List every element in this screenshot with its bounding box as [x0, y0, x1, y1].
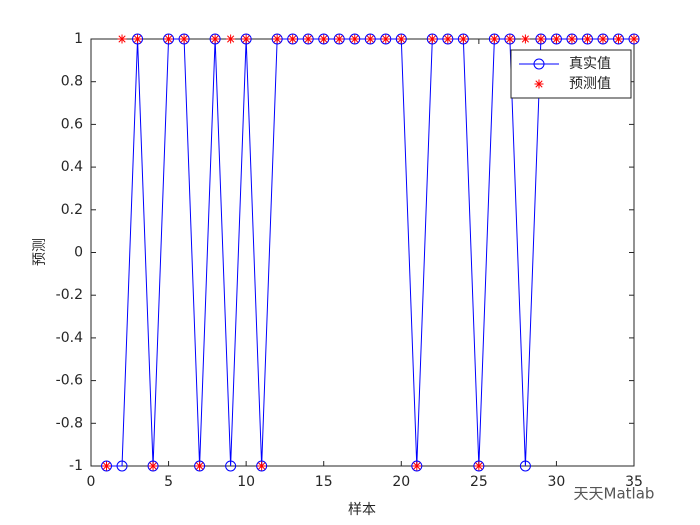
y-tick-label: -0.8	[56, 415, 83, 431]
point	[474, 461, 484, 471]
point	[257, 461, 267, 471]
point	[442, 33, 454, 45]
point	[147, 460, 159, 472]
point	[473, 460, 485, 472]
point	[380, 33, 392, 45]
y-axis-label: 预测	[32, 238, 48, 266]
legend-box	[510, 49, 632, 99]
plot-area	[90, 38, 635, 467]
point	[551, 34, 561, 44]
point	[520, 34, 530, 44]
point	[225, 460, 237, 472]
y-tick-label: 0.2	[61, 202, 83, 218]
point	[457, 33, 469, 45]
point	[427, 34, 437, 44]
x-tick-label: 0	[87, 474, 96, 490]
point	[209, 33, 221, 45]
point	[195, 461, 205, 471]
point	[489, 34, 499, 44]
point	[241, 34, 251, 44]
point	[179, 34, 189, 44]
y-tick-label: -0.4	[56, 330, 83, 346]
point	[395, 33, 407, 45]
point	[194, 460, 206, 472]
point	[504, 33, 516, 45]
point	[628, 33, 640, 45]
point	[350, 34, 360, 44]
point	[412, 461, 422, 471]
point	[163, 33, 175, 45]
legend-label: 真实值	[569, 56, 611, 72]
point	[536, 34, 546, 44]
point	[365, 34, 375, 44]
y-tick-label: -0.2	[56, 287, 83, 303]
point	[271, 33, 283, 45]
point	[598, 34, 608, 44]
y-tick-label: 0	[74, 245, 83, 261]
x-tick-label: 20	[392, 474, 410, 490]
point	[287, 33, 299, 45]
point	[303, 34, 313, 44]
point	[629, 34, 639, 44]
point	[550, 33, 562, 45]
point	[148, 461, 158, 471]
point	[612, 33, 624, 45]
point	[488, 33, 500, 45]
point	[288, 34, 298, 44]
point	[101, 460, 113, 472]
point	[256, 460, 268, 472]
point	[164, 34, 174, 44]
x-tick-label: 35	[625, 474, 643, 490]
point	[505, 34, 515, 44]
point	[581, 33, 593, 45]
x-tick-label: 30	[548, 474, 566, 490]
point	[381, 34, 391, 44]
x-axis-label: 样本	[348, 502, 376, 518]
point	[117, 34, 127, 44]
point	[116, 460, 128, 472]
point	[133, 34, 143, 44]
point	[349, 33, 361, 45]
point	[597, 33, 609, 45]
point	[302, 33, 314, 45]
point	[535, 33, 547, 45]
point	[178, 33, 190, 45]
point	[226, 34, 236, 44]
point	[333, 33, 345, 45]
y-tick-label: -1	[69, 458, 83, 474]
point	[132, 33, 144, 45]
legend-marker	[534, 79, 544, 89]
point	[319, 34, 329, 44]
point	[567, 34, 577, 44]
point	[318, 33, 330, 45]
legend-label: 预测值	[569, 76, 611, 92]
point	[210, 34, 220, 44]
y-tick-label: 0.8	[61, 74, 83, 90]
point	[272, 34, 282, 44]
y-tick-label: -0.6	[56, 373, 83, 389]
point	[396, 34, 406, 44]
x-tick-label: 15	[315, 474, 333, 490]
point	[334, 34, 344, 44]
legend-marker	[533, 58, 545, 70]
y-tick-label: 1	[74, 31, 83, 47]
point	[458, 34, 468, 44]
point	[364, 33, 376, 45]
y-tick-label: 0.6	[61, 116, 83, 132]
point	[443, 34, 453, 44]
point	[102, 461, 112, 471]
point	[411, 460, 423, 472]
point	[426, 33, 438, 45]
point	[613, 34, 623, 44]
watermark: 天天Matlab	[574, 485, 655, 503]
y-tick-label: 0.4	[61, 159, 83, 175]
point	[566, 33, 578, 45]
x-tick-label: 5	[164, 474, 173, 490]
point	[519, 460, 531, 472]
point	[240, 33, 252, 45]
point	[582, 34, 592, 44]
x-tick-label: 10	[237, 474, 255, 490]
x-tick-label: 25	[470, 474, 488, 490]
